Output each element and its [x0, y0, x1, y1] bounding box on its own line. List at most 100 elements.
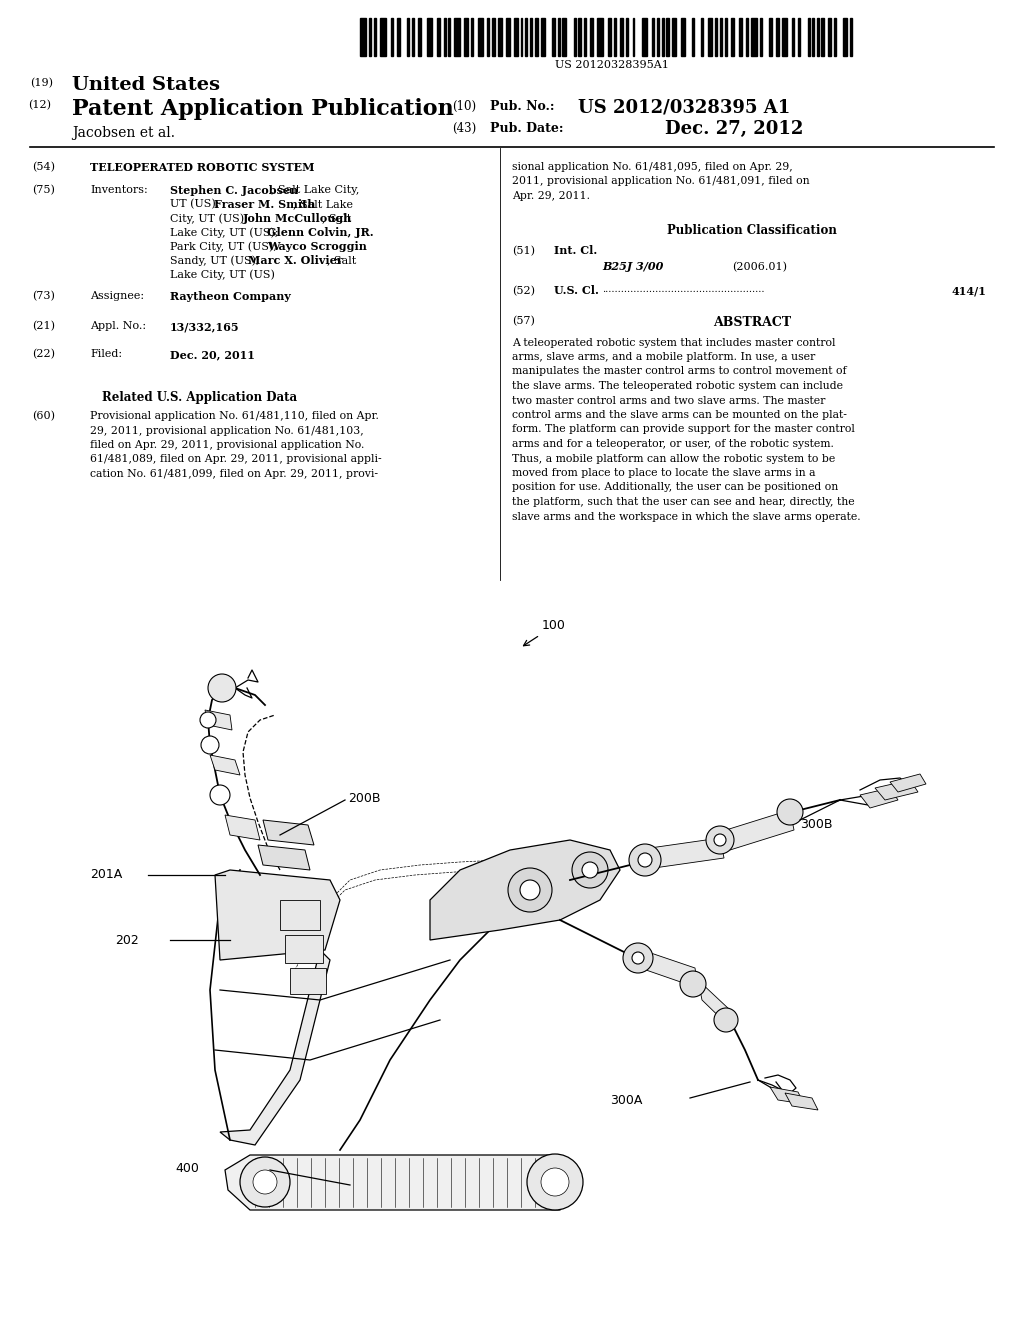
Text: ,: , — [341, 242, 345, 251]
Bar — [412, 18, 414, 55]
Bar — [418, 18, 422, 55]
Bar — [798, 18, 801, 55]
Polygon shape — [650, 838, 724, 869]
Polygon shape — [205, 710, 232, 730]
Bar — [597, 18, 603, 55]
Text: Raytheon Company: Raytheon Company — [170, 290, 291, 302]
Circle shape — [208, 675, 236, 702]
Bar — [715, 18, 717, 55]
Bar — [607, 18, 611, 55]
Bar — [850, 18, 852, 55]
Text: , Salt: , Salt — [327, 255, 356, 265]
Circle shape — [240, 1158, 290, 1206]
Text: Fraser M. Smith: Fraser M. Smith — [214, 199, 315, 210]
Bar — [725, 18, 727, 55]
Polygon shape — [860, 788, 898, 808]
Bar — [562, 18, 566, 55]
Bar — [541, 18, 545, 55]
Polygon shape — [642, 950, 698, 987]
Text: the platform, such that the user can see and hear, directly, the: the platform, such that the user can see… — [512, 498, 855, 507]
Bar — [590, 18, 593, 55]
Polygon shape — [698, 979, 733, 1030]
Text: 100: 100 — [542, 619, 566, 632]
Circle shape — [527, 1154, 583, 1210]
Circle shape — [714, 1008, 738, 1032]
Circle shape — [200, 711, 216, 729]
Circle shape — [508, 869, 552, 912]
Bar — [731, 18, 734, 55]
Bar — [514, 18, 517, 55]
Text: Park City, UT (US);: Park City, UT (US); — [170, 242, 281, 252]
Polygon shape — [263, 820, 314, 845]
Text: (12): (12) — [28, 100, 51, 111]
Bar — [614, 18, 616, 55]
Bar — [486, 18, 488, 55]
Bar — [397, 18, 400, 55]
Text: form. The platform can provide support for the master control: form. The platform can provide support f… — [512, 425, 855, 434]
Bar — [498, 18, 502, 55]
Text: Int. Cl.: Int. Cl. — [554, 246, 597, 256]
Text: (51): (51) — [512, 246, 535, 256]
Bar — [642, 18, 647, 55]
Circle shape — [582, 862, 598, 878]
Bar — [584, 18, 586, 55]
Bar — [471, 18, 473, 55]
Text: Thus, a mobile platform can allow the robotic system to be: Thus, a mobile platform can allow the ro… — [512, 454, 836, 463]
Text: Stephen C. Jacobsen: Stephen C. Jacobsen — [170, 185, 298, 195]
Text: 201A: 201A — [90, 869, 122, 882]
Text: manipulates the master control arms to control movement of: manipulates the master control arms to c… — [512, 367, 847, 376]
Text: ABSTRACT: ABSTRACT — [713, 315, 792, 329]
Text: Glenn Colvin, JR.: Glenn Colvin, JR. — [267, 227, 374, 238]
Text: ....................................................: ........................................… — [602, 285, 765, 294]
Polygon shape — [215, 870, 340, 960]
Bar — [769, 18, 772, 55]
Bar — [792, 18, 794, 55]
Polygon shape — [726, 810, 794, 850]
Text: City, UT (US);: City, UT (US); — [170, 213, 251, 223]
Circle shape — [680, 972, 706, 997]
Text: U.S. Cl.: U.S. Cl. — [554, 285, 599, 297]
Text: (57): (57) — [512, 315, 535, 326]
Circle shape — [638, 853, 652, 867]
Text: 300A: 300A — [610, 1093, 642, 1106]
Text: (2006.01): (2006.01) — [732, 261, 787, 272]
Text: 13/332,165: 13/332,165 — [170, 321, 240, 333]
Text: Publication Classification: Publication Classification — [667, 223, 837, 236]
Text: 300B: 300B — [800, 818, 833, 832]
Text: (75): (75) — [32, 185, 55, 195]
Bar — [657, 18, 659, 55]
Bar — [525, 18, 527, 55]
Bar — [290, 968, 326, 994]
Bar — [506, 18, 510, 55]
Bar — [493, 18, 496, 55]
Bar — [651, 18, 653, 55]
Circle shape — [201, 737, 219, 754]
Text: slave arms and the workspace in which the slave arms operate.: slave arms and the workspace in which th… — [512, 511, 860, 521]
Bar — [633, 18, 635, 55]
Polygon shape — [874, 780, 918, 800]
Text: Sandy, UT (US);: Sandy, UT (US); — [170, 255, 263, 265]
Circle shape — [572, 851, 608, 888]
Text: UT (US);: UT (US); — [170, 199, 223, 210]
Bar — [752, 18, 757, 55]
Text: Pub. Date:: Pub. Date: — [490, 121, 563, 135]
Text: John McCullough: John McCullough — [243, 213, 352, 224]
Bar — [437, 18, 439, 55]
Bar — [709, 18, 712, 55]
Text: (19): (19) — [30, 78, 53, 88]
Bar — [843, 18, 847, 55]
Bar — [285, 935, 323, 964]
Circle shape — [632, 952, 644, 964]
Bar — [529, 18, 532, 55]
Text: Appl. No.:: Appl. No.: — [90, 321, 146, 331]
Bar — [427, 18, 432, 55]
Text: control arms and the slave arms can be mounted on the plat-: control arms and the slave arms can be m… — [512, 411, 847, 420]
Bar — [808, 18, 810, 55]
Bar — [745, 18, 749, 55]
Text: cation No. 61/481,099, filed on Apr. 29, 2011, provi-: cation No. 61/481,099, filed on Apr. 29,… — [90, 469, 378, 479]
Polygon shape — [785, 1093, 818, 1110]
Bar — [558, 18, 560, 55]
Bar — [380, 18, 386, 55]
Text: Related U.S. Application Data: Related U.S. Application Data — [102, 391, 298, 404]
Text: Dec. 27, 2012: Dec. 27, 2012 — [665, 120, 804, 139]
